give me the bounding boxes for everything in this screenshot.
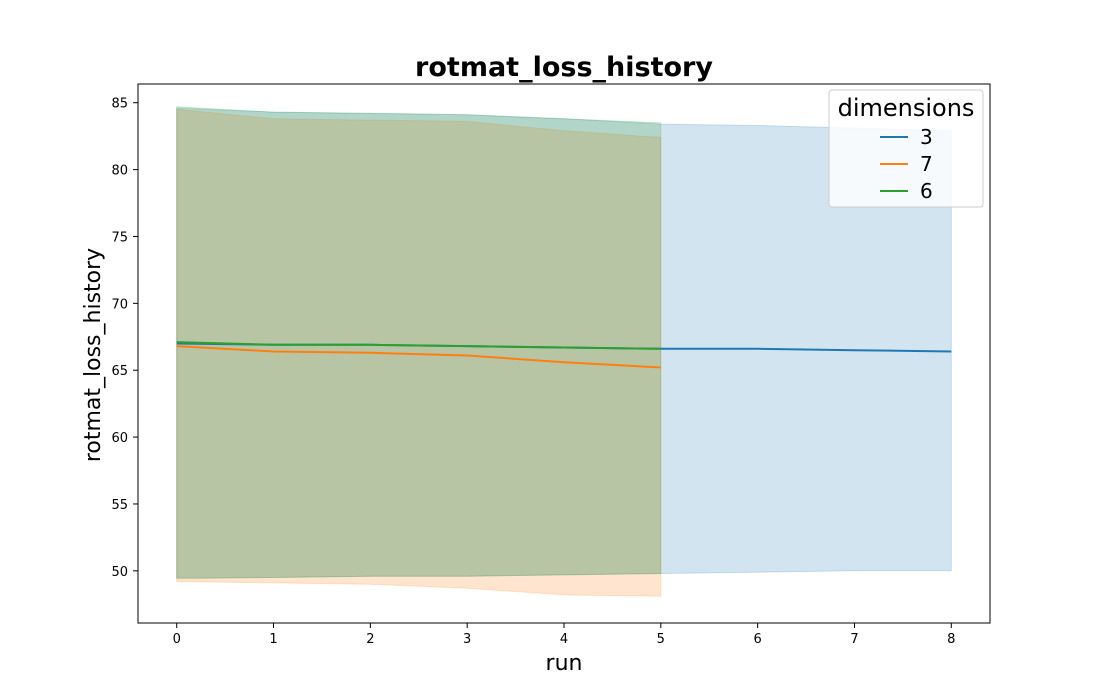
y-tick-label: 60 (111, 431, 128, 446)
legend-title: dimensions (838, 94, 975, 122)
x-axis: 0 1 2 3 4 5 6 7 8 (173, 623, 955, 647)
legend-item-7: 7 (880, 152, 933, 176)
x-tick-label: 5 (657, 632, 665, 647)
x-tick-label: 7 (850, 632, 858, 647)
y-tick-label: 55 (111, 498, 128, 513)
y-tick-label: 70 (111, 297, 128, 312)
band-series-3 (176, 107, 952, 578)
y-tick-label: 75 (111, 230, 128, 245)
series-lines (176, 341, 952, 369)
y-tick-label: 85 (111, 97, 128, 112)
confidence-bands (176, 106, 952, 597)
x-tick-label: 3 (463, 632, 471, 647)
legend: dimensions 3 7 6 (828, 89, 984, 208)
legend-label: 6 (920, 179, 933, 203)
y-tick-label: 65 (111, 364, 128, 379)
line-series-7 (176, 345, 661, 369)
legend-item-3: 3 (880, 125, 933, 149)
chart-title: rotmat_loss_history (415, 52, 713, 83)
band-series-7 (176, 108, 662, 597)
y-axis: 50 55 60 65 70 75 80 85 (111, 97, 138, 580)
legend-label: 7 (920, 152, 933, 176)
x-tick-label: 4 (560, 632, 568, 647)
y-axis-label: rotmat_loss_history (81, 248, 106, 462)
x-tick-label: 8 (947, 632, 955, 647)
x-tick-label: 0 (173, 632, 181, 647)
x-axis-label: run (546, 651, 583, 676)
y-tick-label: 80 (111, 164, 128, 179)
x-tick-label: 6 (753, 632, 761, 647)
x-tick-label: 2 (366, 632, 374, 647)
band-series-6 (176, 106, 662, 580)
line-series-6 (176, 341, 661, 350)
legend-label: 3 (920, 125, 933, 149)
x-tick-label: 1 (269, 632, 277, 647)
y-tick-label: 50 (111, 565, 128, 580)
legend-box (828, 89, 984, 208)
legend-item-6: 6 (880, 179, 933, 203)
